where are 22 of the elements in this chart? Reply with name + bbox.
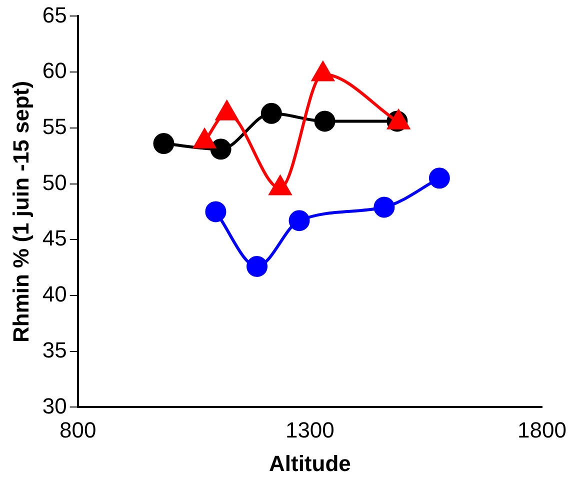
point [210,138,232,160]
y-axis-title: Rhmin % (1 juin -15 sept) [8,80,34,342]
y-tick-label: 45 [42,226,67,251]
point [246,256,268,277]
y-tick-label: 60 [42,58,67,84]
point [288,210,310,232]
y-tick-label: 35 [42,337,67,362]
point [428,168,450,189]
x-tick-label: 1300 [285,417,334,442]
x-tick-label: 1800 [518,417,566,442]
point [374,196,395,218]
y-tick-label: 30 [42,393,67,418]
y-tick-label: 40 [42,282,67,307]
y-tick-label: 65 [42,2,67,28]
x-tick-label: 800 [60,417,96,442]
x-axis-title: Altitude [268,450,351,476]
y-tick-label: 55 [42,114,67,139]
point [314,110,336,132]
point [153,133,174,154]
point [260,102,282,124]
y-tick-label: 50 [42,170,67,195]
point [205,201,226,222]
